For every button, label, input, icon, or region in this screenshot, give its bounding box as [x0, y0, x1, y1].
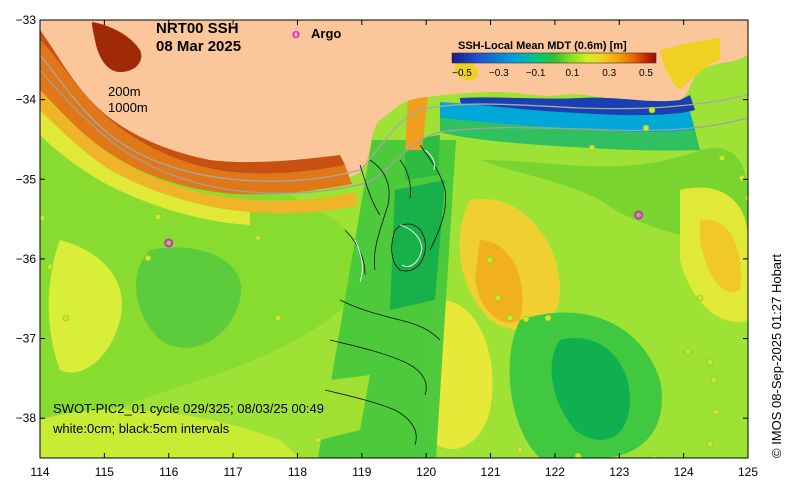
colorbar-tick-label: −0.3 [489, 68, 509, 79]
anomaly-region [48, 240, 122, 373]
colorbar-tick-label: 0.5 [639, 68, 653, 79]
map-title-date: 08 Mar 2025 [156, 38, 241, 55]
swot-anomaly [390, 180, 445, 310]
x-tick-label: 125 [738, 465, 758, 479]
argo-float-marker [164, 238, 174, 248]
colorbar-tick-label: −0.1 [526, 68, 546, 79]
swot-contour-legend: white:0cm; black:5cm intervals [52, 421, 230, 436]
land-patch [455, 59, 479, 81]
x-tick-label: 117 [224, 465, 243, 479]
x-tick-label: 115 [95, 465, 114, 479]
coastal-warm-band [40, 110, 250, 225]
x-tick-label: 116 [159, 465, 178, 479]
swot-pass-label: SWOT-PIC2_01 cycle 029/325; 08/03/25 00:… [53, 401, 324, 416]
coastal-cool-band [440, 118, 700, 151]
anomaly-region [40, 409, 300, 458]
y-axis: −33 −34 −35 −36 −37 −38 [16, 13, 748, 425]
isobath-label-200m: 200m [108, 84, 141, 99]
swot-contours-white [354, 149, 435, 283]
x-axis: 114 115 116 117 118 119 120 121 122 123 124 125 [30, 20, 758, 479]
isobath-1000m [40, 69, 748, 194]
coastal-warm-band [92, 22, 142, 72]
isobath-200m [40, 54, 748, 182]
plot-frame [39, 19, 749, 459]
argo-legend-icon: o [292, 26, 300, 41]
y-tick-label: −38 [16, 411, 37, 425]
anomaly-region [551, 338, 630, 440]
along-track-points [40, 106, 748, 458]
argo-float-marker [634, 210, 644, 220]
swot-anomaly [405, 95, 428, 150]
map-field [40, 20, 748, 458]
argo-legend-label: Argo [311, 26, 341, 41]
colorbar-tick-label: −0.5 [452, 68, 472, 79]
x-tick-label: 114 [30, 465, 49, 479]
colorbar-title: SSH-Local Mean MDT (0.6m) [m] [458, 40, 627, 52]
credit-text: © IMOS 08-Sep-2025 01:27 Hobart [769, 254, 784, 458]
colorbar-ticks: −0.5 −0.3 −0.1 0.1 0.3 0.5 [452, 68, 653, 79]
y-tick-label: −35 [16, 172, 37, 186]
y-tick-label: −37 [16, 332, 37, 346]
x-tick-label: 120 [416, 465, 436, 479]
x-tick-label: 119 [352, 465, 371, 479]
colorbar [451, 52, 657, 64]
colorbar-tick-label: 0.1 [565, 68, 579, 79]
x-tick-label: 118 [288, 465, 307, 479]
anomaly-region [136, 247, 242, 348]
anomaly-region [700, 219, 741, 292]
swot-anomaly [320, 375, 370, 440]
land-patch [660, 38, 720, 90]
isobath-label-1000m: 1000m [108, 100, 148, 115]
coastal-warm-band [40, 40, 352, 195]
x-tick-label: 123 [609, 465, 629, 479]
argo-floats [164, 210, 644, 248]
coastal-cool-band [440, 102, 695, 133]
x-tick-label: 124 [674, 465, 694, 479]
x-tick-label: 121 [481, 465, 501, 479]
x-tick-label: 122 [545, 465, 565, 479]
coastal-warm-band [40, 30, 345, 174]
y-tick-label: −33 [16, 13, 37, 27]
y-tick-label: −34 [16, 93, 37, 107]
y-tick-label: −36 [16, 252, 37, 266]
colorbar-tick-label: 0.3 [602, 68, 616, 79]
coastal-warm-band [40, 90, 358, 214]
map-title-product: NRT00 SSH [156, 20, 239, 37]
